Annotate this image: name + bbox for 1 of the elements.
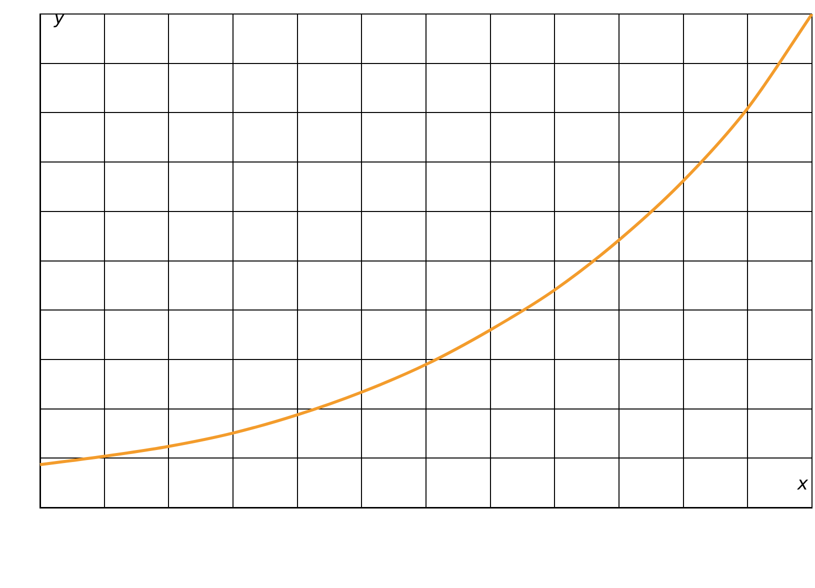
x-axis-title: x	[796, 473, 808, 494]
